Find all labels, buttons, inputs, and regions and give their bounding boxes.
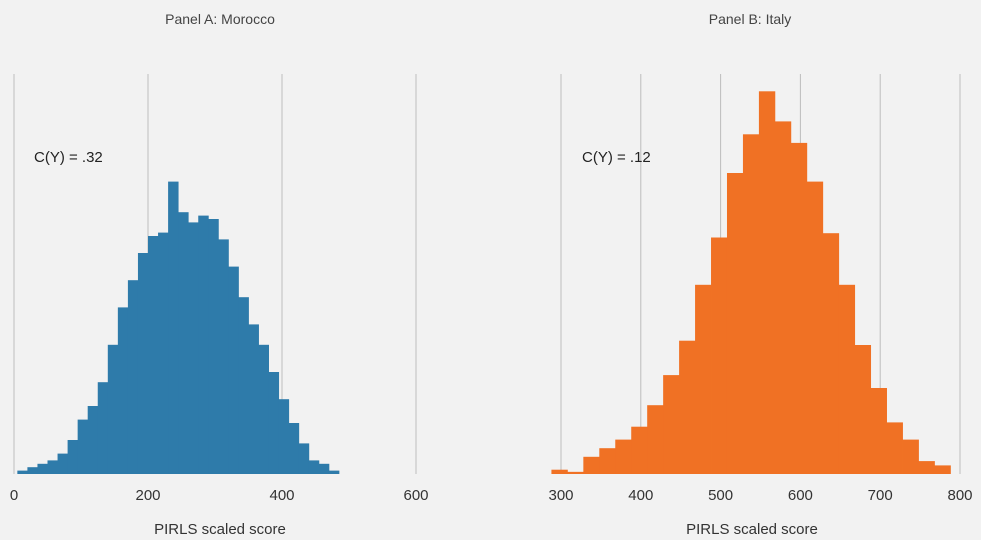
histogram-bar xyxy=(258,344,269,474)
histogram-bar xyxy=(854,345,872,474)
x-tick-label: 500 xyxy=(708,487,733,504)
histogram-bar xyxy=(97,382,109,474)
histogram-bar xyxy=(615,439,632,474)
histogram-bar xyxy=(188,222,199,474)
histogram-bar xyxy=(117,307,129,474)
histogram-bar xyxy=(902,439,919,474)
histogram-bar xyxy=(679,340,696,474)
histogram-bar xyxy=(599,448,616,474)
x-axis-label: PIRLS scaled score xyxy=(154,521,286,538)
concentration-annotation: C(Y) = .12 xyxy=(582,149,651,166)
histogram-bar xyxy=(178,212,189,474)
histogram-bar xyxy=(198,215,209,474)
histogram-bar xyxy=(248,324,259,474)
histogram-bar xyxy=(726,173,744,474)
histogram-bars xyxy=(17,181,340,474)
histogram-bar xyxy=(298,443,310,474)
histogram-bar xyxy=(107,344,119,474)
histogram-bar xyxy=(288,423,300,474)
x-tick-label: 600 xyxy=(788,487,813,504)
panel-title: Panel B: Italy xyxy=(709,11,792,27)
x-tick-labels: 0 200 400 600 xyxy=(10,487,429,504)
histogram-bar xyxy=(57,453,68,474)
histogram-bar xyxy=(37,463,48,474)
x-axis-label: PIRLS scaled score xyxy=(686,521,818,538)
histogram-bar xyxy=(838,284,856,474)
x-tick-label: 800 xyxy=(947,487,972,504)
x-tick-label: 700 xyxy=(868,487,893,504)
histogram-bar xyxy=(218,239,229,474)
x-tick-labels: 300 400 500 600 700 800 xyxy=(548,487,972,504)
histogram-bar xyxy=(238,297,249,474)
histogram-bar xyxy=(87,406,99,474)
panel-morocco: Panel A: Morocco 0 200 400 600 C(Y) = .32 P… xyxy=(10,11,429,538)
histogram-bar xyxy=(870,388,887,474)
histogram-bar xyxy=(790,142,808,474)
panel-italy: Panel B: Italy 300 400 500 600 700 800 C(Y) =… xyxy=(548,11,972,538)
histogram-bar xyxy=(137,253,149,474)
histogram-bar xyxy=(567,471,584,474)
panel-title: Panel A: Morocco xyxy=(165,11,275,27)
histogram-bar xyxy=(77,419,89,474)
histogram-bar xyxy=(47,460,58,474)
histogram-bar xyxy=(551,469,568,474)
histogram-bar xyxy=(711,237,728,474)
histogram-bar xyxy=(695,284,712,474)
histogram-bar xyxy=(918,461,935,474)
histogram-bar xyxy=(663,375,680,474)
histogram-bar xyxy=(27,467,38,474)
x-tick-label: 0 xyxy=(10,487,18,504)
histogram-bar xyxy=(168,181,179,474)
histogram-bar xyxy=(308,460,320,474)
histogram-bar xyxy=(67,440,79,474)
x-tick-label: 300 xyxy=(548,487,573,504)
x-tick-label: 400 xyxy=(269,487,294,504)
histogram-bar xyxy=(228,266,239,474)
histogram-bar xyxy=(774,121,792,475)
histogram-bar xyxy=(631,426,648,474)
histogram-bar xyxy=(278,399,290,474)
histogram-bar xyxy=(208,219,219,474)
x-tick-label: 200 xyxy=(135,487,160,504)
histogram-bar xyxy=(934,465,951,474)
histogram-bar xyxy=(127,280,139,474)
x-tick-label: 400 xyxy=(628,487,653,504)
histogram-bars xyxy=(551,91,951,475)
histogram-bar xyxy=(822,233,840,474)
concentration-annotation: C(Y) = .32 xyxy=(34,149,103,166)
histogram-bar xyxy=(806,181,824,474)
histogram-bar xyxy=(148,236,159,474)
histogram-bar xyxy=(318,463,330,474)
histogram-bar xyxy=(758,91,776,475)
histogram-bar xyxy=(886,422,903,474)
histogram-bar xyxy=(158,232,169,474)
histogram-bar xyxy=(647,405,664,474)
histogram-bar xyxy=(268,372,280,474)
x-tick-label: 600 xyxy=(403,487,428,504)
histogram-bar xyxy=(328,470,340,474)
histogram-bar xyxy=(742,134,760,475)
histogram-bar xyxy=(583,456,600,474)
histogram-bar xyxy=(17,470,28,474)
